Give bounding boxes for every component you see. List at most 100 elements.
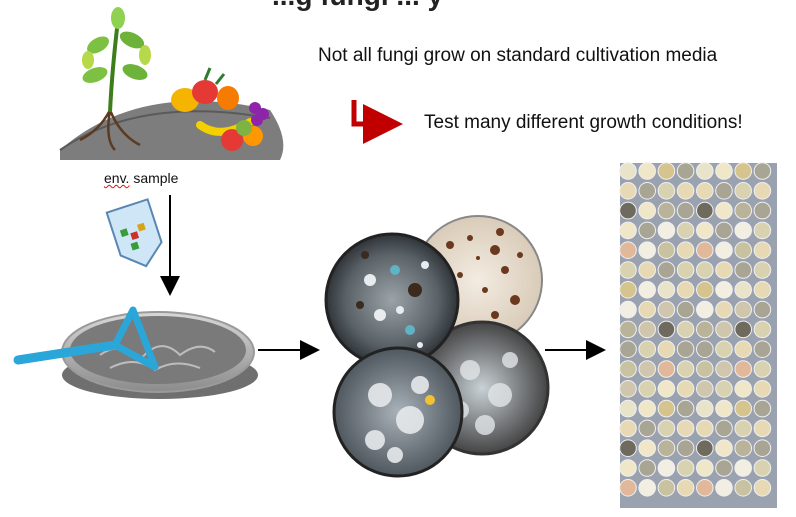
culture-plate <box>676 479 695 497</box>
culture-plate <box>696 459 714 477</box>
culture-plate <box>657 399 676 418</box>
culture-plate <box>676 399 695 418</box>
culture-plate <box>715 162 733 180</box>
culture-plate <box>638 360 657 378</box>
culture-plate <box>715 459 733 477</box>
culture-plate <box>657 320 676 339</box>
culture-plate <box>715 479 733 497</box>
culture-plate <box>676 380 695 398</box>
culture-plate <box>715 399 733 418</box>
culture-plate <box>734 459 753 477</box>
culture-plate <box>619 281 637 299</box>
culture-plate <box>619 380 637 398</box>
culture-plate <box>657 360 676 378</box>
env-sample-label: env. sample <box>104 170 178 186</box>
culture-plate <box>696 261 714 279</box>
culture-plate <box>715 380 733 398</box>
env-sample-label-prefix: env. <box>104 170 130 186</box>
culture-plate <box>619 221 637 240</box>
culture-plate <box>696 241 714 259</box>
culture-plate <box>619 261 637 279</box>
culture-plate <box>734 201 753 220</box>
culture-plate <box>619 162 637 180</box>
culture-plate <box>657 201 676 220</box>
culture-plate <box>734 419 753 438</box>
culture-plate <box>696 399 714 418</box>
culture-plate <box>715 419 733 438</box>
culture-plate <box>734 162 753 180</box>
culture-plate <box>638 399 657 418</box>
culture-plate <box>657 261 676 279</box>
culture-plate <box>657 340 676 359</box>
culture-plate <box>696 320 714 339</box>
culture-plate <box>676 182 695 200</box>
culture-plate <box>676 360 695 378</box>
culture-plate <box>619 479 637 497</box>
culture-plate <box>696 439 714 458</box>
culture-plate <box>696 201 714 220</box>
culture-plate <box>715 439 733 458</box>
culture-plate <box>619 439 637 458</box>
culture-plate <box>638 300 657 319</box>
culture-plate <box>715 241 733 259</box>
cultivation-note: Not all fungi grow on standard cultivati… <box>318 45 718 66</box>
culture-plate <box>696 162 714 180</box>
culture-plate <box>676 459 695 477</box>
culture-plate <box>715 201 733 220</box>
culture-plate <box>619 419 637 438</box>
culture-plate <box>715 221 733 240</box>
culture-plate <box>715 261 733 279</box>
plate-collection <box>619 162 777 508</box>
red-corner-arrow <box>351 100 403 144</box>
culture-plate <box>638 320 657 339</box>
culture-plate <box>619 182 637 200</box>
culture-plate <box>753 479 772 497</box>
fungal-dish-cluster <box>324 215 550 478</box>
culture-plate <box>619 360 637 378</box>
culture-plate <box>657 162 676 180</box>
culture-plate <box>696 419 714 438</box>
culture-plate <box>753 320 772 339</box>
inoculation-loop <box>13 306 159 371</box>
culture-plate <box>696 360 714 378</box>
culture-plate <box>753 380 772 398</box>
culture-plate <box>676 320 695 339</box>
culture-plate <box>619 320 637 339</box>
culture-plate <box>734 261 753 279</box>
culture-plate <box>753 261 772 279</box>
culture-plate <box>638 459 657 477</box>
culture-plate <box>619 241 637 259</box>
culture-plate <box>638 439 657 458</box>
culture-plate <box>715 360 733 378</box>
culture-plate <box>696 221 714 240</box>
culture-plate <box>638 221 657 240</box>
culture-plate <box>638 261 657 279</box>
culture-plate <box>734 320 753 339</box>
culture-plate <box>638 419 657 438</box>
culture-plate <box>676 439 695 458</box>
culture-plate <box>619 399 637 418</box>
culture-plate <box>657 380 676 398</box>
culture-plate <box>676 300 695 319</box>
culture-plate <box>619 459 637 477</box>
culture-plate <box>657 300 676 319</box>
culture-plate <box>734 182 753 200</box>
culture-plate <box>734 300 753 319</box>
culture-plate <box>676 221 695 240</box>
culture-plate <box>696 340 714 359</box>
culture-plate <box>734 360 753 378</box>
culture-plate <box>638 201 657 220</box>
culture-plate <box>753 300 772 319</box>
action-text: Test many different growth conditions! <box>424 112 743 133</box>
culture-plate <box>715 281 733 299</box>
culture-plate <box>696 182 714 200</box>
sample-tube-icon <box>105 198 163 268</box>
culture-plate <box>638 281 657 299</box>
culture-plate <box>676 241 695 259</box>
culture-plate <box>638 182 657 200</box>
culture-plate <box>753 399 772 418</box>
culture-plate <box>753 241 772 259</box>
culture-plate <box>619 340 637 359</box>
culture-plate <box>696 300 714 319</box>
